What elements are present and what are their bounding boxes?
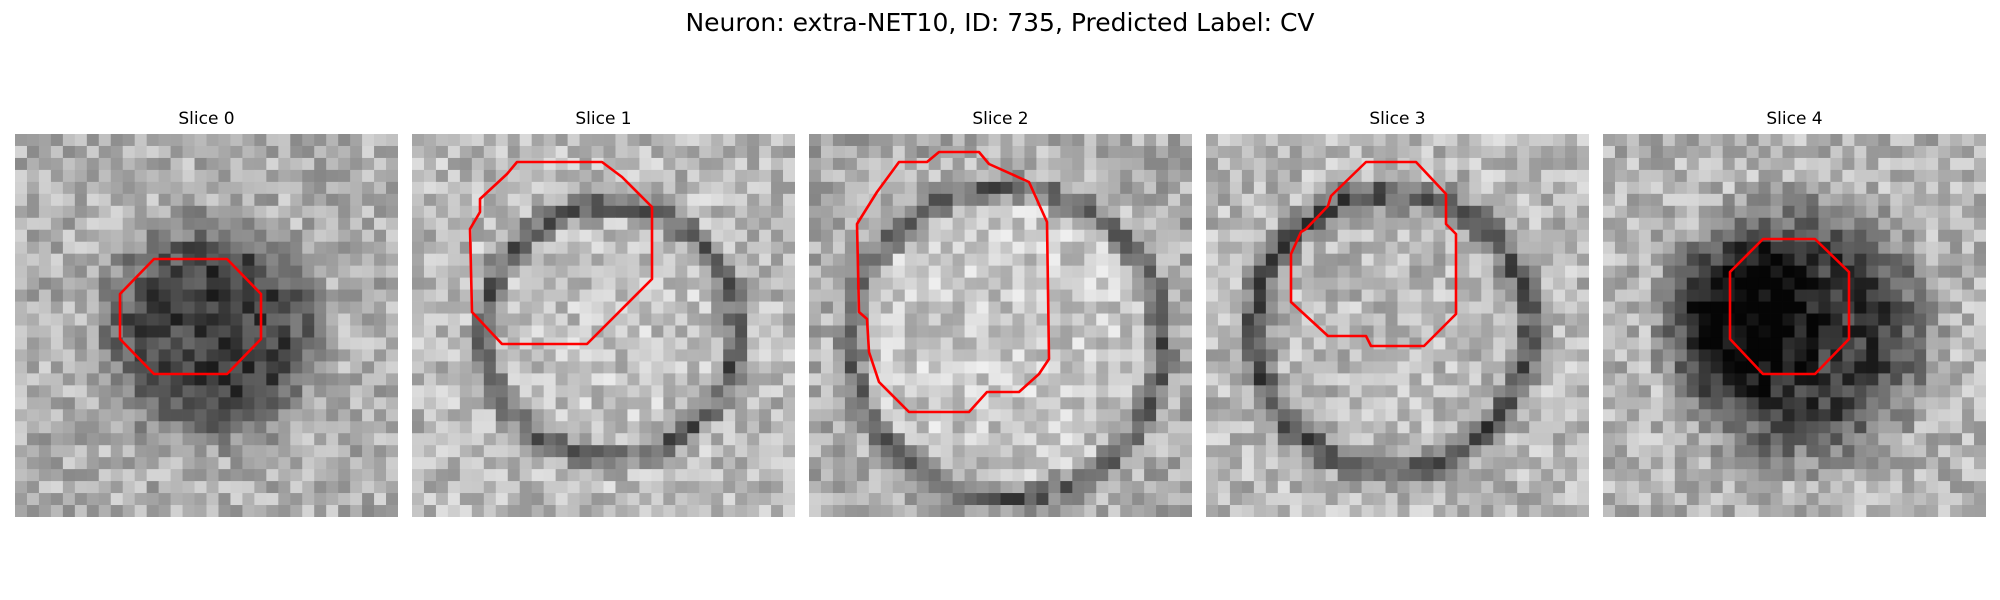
segmentation-contour	[855, 150, 1051, 414]
figure-title: Neuron: extra-NET10, ID: 735, Predicted …	[685, 8, 1315, 37]
slice-panel-2: Slice 2	[809, 108, 1192, 518]
slice-title-0: Slice 0	[178, 109, 235, 129]
segmentation-contour	[1289, 160, 1458, 348]
slice-image-4	[1603, 134, 1986, 517]
slice-image-0	[15, 134, 398, 517]
slice-title-4: Slice 4	[1766, 109, 1823, 129]
slice-image-3	[1206, 134, 1589, 517]
slice-panel-3: Slice 3	[1206, 108, 1589, 518]
segmentation-contour	[1728, 237, 1851, 376]
slice-panel-4: Slice 4	[1603, 108, 1986, 518]
slice-image-2	[809, 134, 1192, 517]
slice-title-1: Slice 1	[575, 109, 632, 129]
slice-panel-0: Slice 0	[15, 108, 398, 518]
segmentation-contour	[468, 160, 654, 346]
slice-image-1	[412, 134, 795, 517]
segmentation-contour	[118, 257, 263, 376]
slice-title-3: Slice 3	[1369, 109, 1426, 129]
slice-panel-1: Slice 1	[412, 108, 795, 518]
slice-title-2: Slice 2	[972, 109, 1029, 129]
